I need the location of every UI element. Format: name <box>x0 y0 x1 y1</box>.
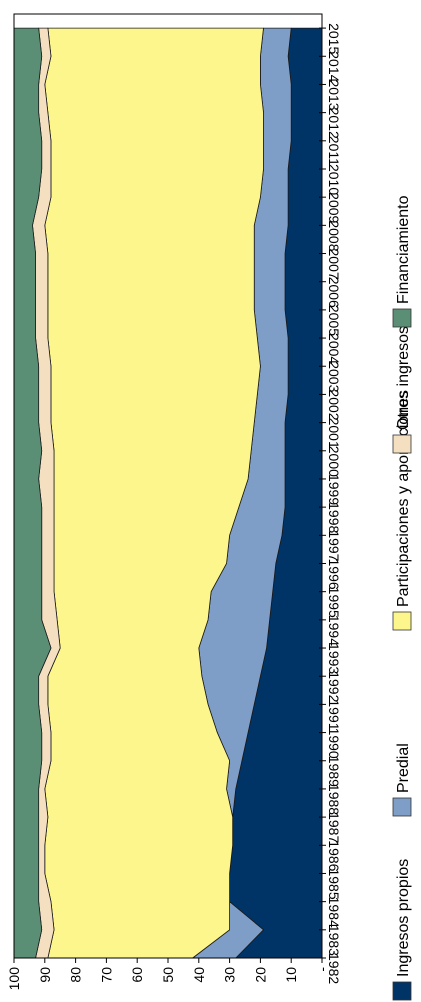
year-tick-label: 1995 <box>326 587 342 618</box>
value-tick-label: 40 <box>191 967 207 983</box>
value-tick-label: 50 <box>160 967 176 983</box>
legend-swatch-ingresos-propios <box>392 981 412 1001</box>
year-tick-label: 2005 <box>326 305 342 336</box>
value-tick-label: 30 <box>222 967 238 983</box>
year-tick-label: 1989 <box>326 756 342 787</box>
year-tick-label: 1993 <box>326 643 342 674</box>
year-tick-label: 1985 <box>326 868 342 899</box>
year-tick-label: 2013 <box>326 79 342 110</box>
value-tick-label: 20 <box>252 967 268 983</box>
year-tick-label: 2010 <box>326 164 342 195</box>
plot-area <box>13 13 323 959</box>
year-tick-label: 1997 <box>326 530 342 561</box>
year-tick-label: 2004 <box>326 333 342 364</box>
legend-label-financiamiento: Financiamiento <box>395 195 412 304</box>
year-tick-label: 1996 <box>326 558 342 589</box>
year-tick-label: 2000 <box>326 446 342 477</box>
year-tick-label: 1987 <box>326 812 342 843</box>
year-tick-label: 1986 <box>326 840 342 871</box>
area-participaciones-y-aportaciones <box>44 27 264 959</box>
year-tick-label: 2011 <box>326 136 342 166</box>
legend-label-predial: Predial <box>395 743 412 793</box>
year-tick-label: 2012 <box>326 108 342 139</box>
year-tick-label: 1992 <box>326 671 342 702</box>
value-tick-label: 80 <box>68 967 84 983</box>
legend-swatch-predial <box>392 797 412 817</box>
value-tick-label: 70 <box>98 967 114 983</box>
year-tick-label: 2009 <box>326 192 342 223</box>
value-tick-label: 10 <box>283 967 299 983</box>
year-tick-label: 1983 <box>326 925 342 956</box>
year-tick-label: 2006 <box>326 277 342 308</box>
year-tick-label: 2003 <box>326 361 342 392</box>
value-tick-label: 90 <box>37 967 53 983</box>
year-tick-label: 2007 <box>326 249 342 280</box>
year-tick-label: 1982 <box>326 953 342 984</box>
year-tick-label: 1984 <box>326 897 342 928</box>
legend-label-ingresos-propios: Ingresos propios <box>395 859 412 977</box>
year-tick-label: 1991 <box>326 699 342 730</box>
legend-label-otros-ingresos: Otros ingresos <box>395 326 412 430</box>
year-tick-label: 2008 <box>326 220 342 251</box>
year-tick-label: 1998 <box>326 502 342 533</box>
legend-swatch-participaciones-y-aportaciones <box>392 611 412 631</box>
value-tick-label: 60 <box>129 967 145 983</box>
legend-swatch-financiamiento <box>392 308 412 328</box>
year-tick-label: 2015 <box>326 23 342 54</box>
year-tick-label: 2014 <box>326 51 342 82</box>
year-tick-label: 2002 <box>326 389 342 420</box>
value-tick-label: - <box>314 967 330 972</box>
year-tick-label: 1990 <box>326 728 342 759</box>
year-tick-label: 1994 <box>326 615 342 646</box>
year-tick-label: 1988 <box>326 784 342 815</box>
year-tick-label: 1999 <box>326 474 342 505</box>
legend-swatch-otros-ingresos <box>392 434 412 454</box>
value-tick-label: 100 <box>6 967 22 991</box>
year-tick-label: 2001 <box>326 418 342 449</box>
